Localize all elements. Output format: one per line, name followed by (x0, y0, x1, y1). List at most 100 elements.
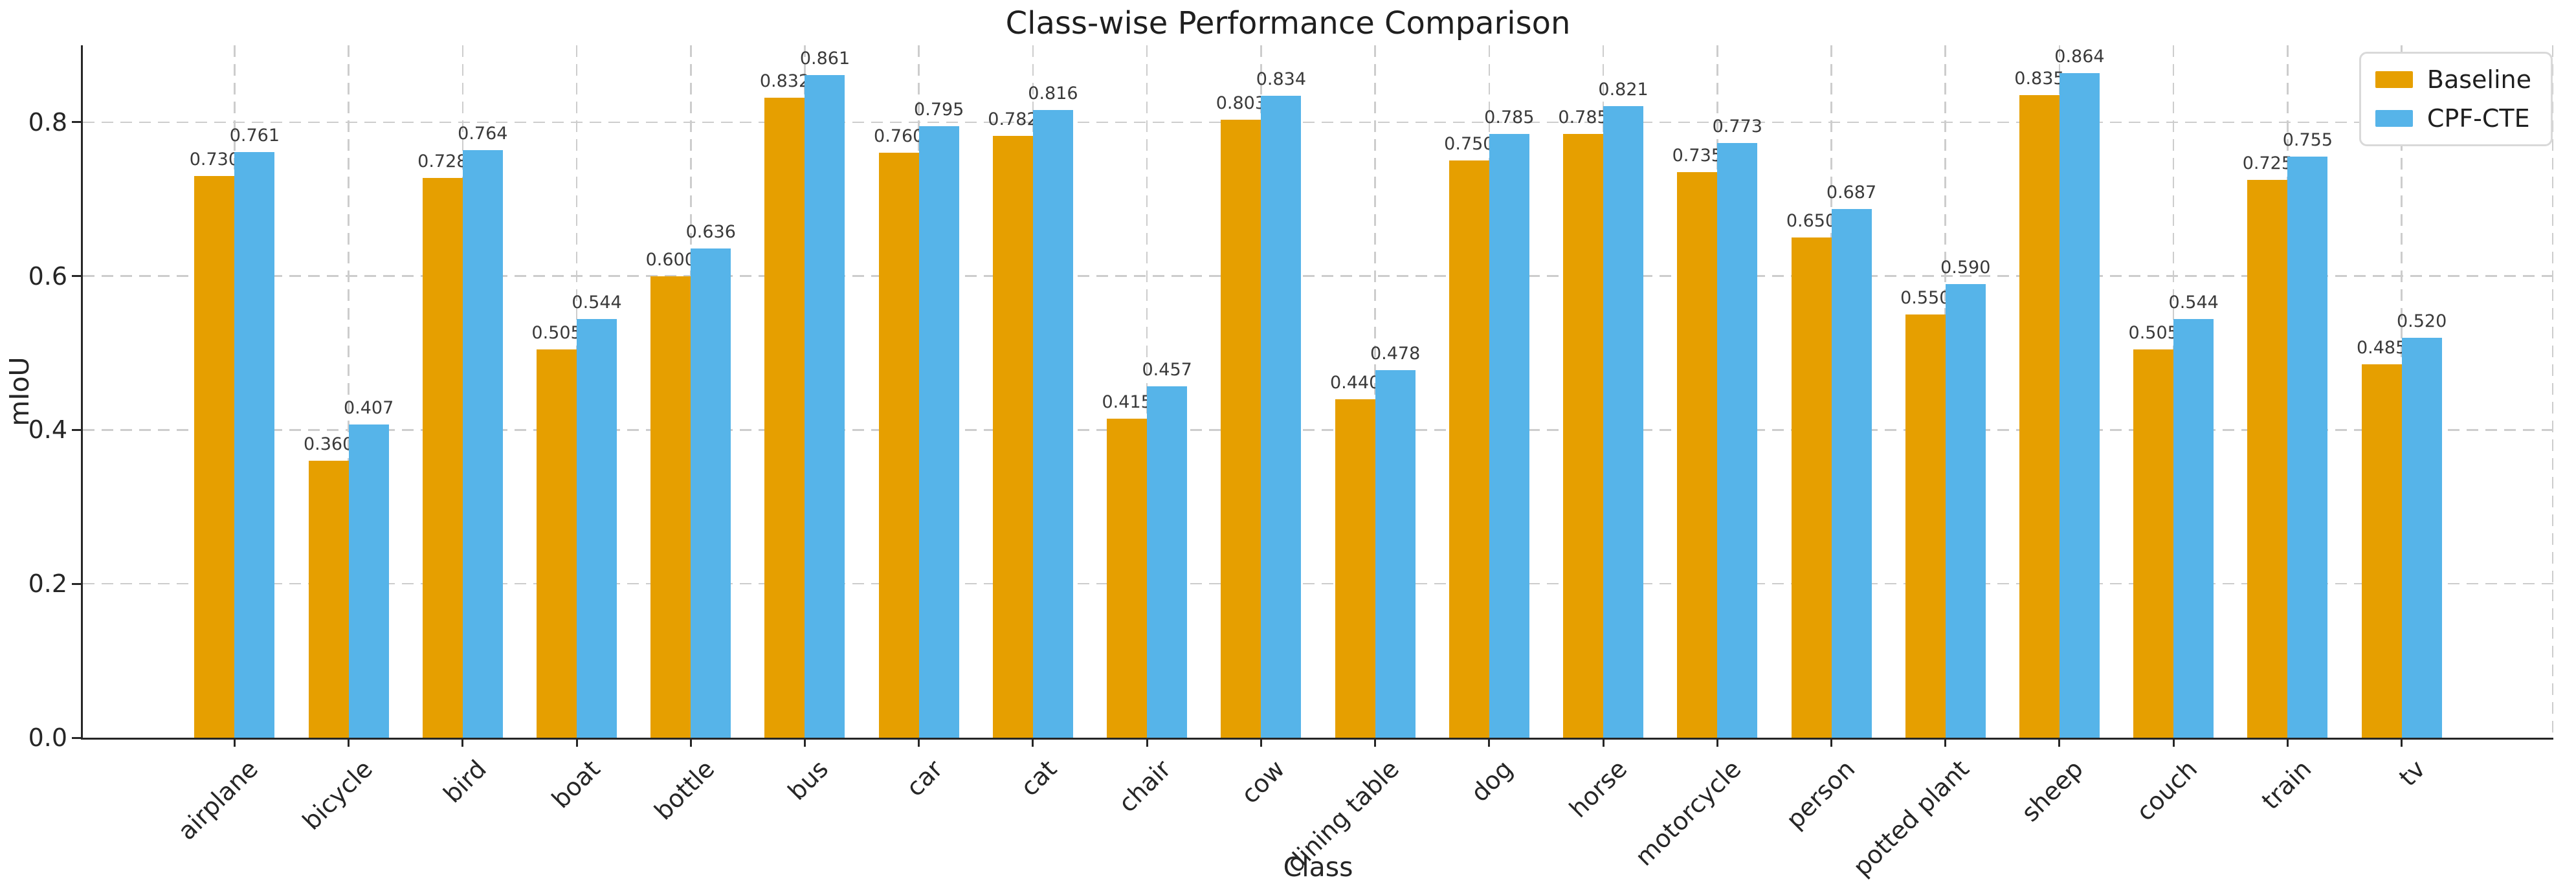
bar-cpf-cte-boat (577, 319, 617, 738)
bar-value-label: 0.803 (1216, 93, 1267, 114)
bar-baseline-sheep (2019, 95, 2060, 738)
legend-label-cpf-cte: CPF-CTE (2426, 104, 2530, 133)
bar-value-label: 0.782 (988, 109, 1038, 130)
y-tick-mark (72, 582, 81, 585)
y-tick-label: 0.6 (28, 261, 67, 291)
y-tick-label: 0.2 (28, 569, 67, 599)
bar-cpf-cte-motorcycle (1717, 143, 1758, 738)
y-tick-label: 0.4 (28, 415, 67, 445)
x-tick-mark (1716, 738, 1718, 747)
bar-value-label: 0.505 (531, 322, 582, 343)
x-tick-label-horse: horse (1563, 755, 1633, 824)
bar-value-label: 0.735 (1672, 146, 1722, 166)
x-tick-mark (2286, 738, 2289, 747)
bar-baseline-dog (1449, 160, 1489, 738)
bar-cpf-cte-bottle (691, 248, 731, 738)
legend: Baseline CPF-CTE (2359, 52, 2553, 146)
x-tick-label-car: car (900, 755, 948, 802)
bar-baseline-horse (1563, 133, 1604, 738)
x-tick-mark (803, 738, 806, 747)
bar-value-label: 0.750 (1444, 134, 1494, 155)
x-tick-mark (575, 738, 578, 747)
bar-cpf-cte-dining-table (1375, 369, 1416, 738)
bar-baseline-bicycle (308, 461, 349, 738)
y-tick-label: 0.8 (28, 107, 67, 137)
bar-value-label: 0.457 (1142, 359, 1192, 380)
bar-baseline-potted-plant (1905, 314, 1946, 738)
bar-value-label: 0.520 (2396, 311, 2447, 331)
bar-cpf-cte-cat (1032, 109, 1073, 738)
x-tick-label-couch: couch (2131, 755, 2203, 827)
bar-baseline-cat (992, 136, 1033, 738)
bar-value-label: 0.407 (343, 398, 394, 419)
bar-value-label: 0.730 (189, 149, 240, 170)
x-tick-label-bus: bus (783, 755, 834, 806)
x-tick-label-airplane: airplane (172, 755, 264, 846)
y-tick-label: 0.0 (28, 723, 67, 752)
bar-value-label: 0.773 (1712, 116, 1762, 137)
bar-value-label: 0.544 (2168, 292, 2219, 313)
bar-cpf-cte-horse (1603, 105, 1644, 738)
x-axis-spine (81, 738, 2553, 740)
x-tick-mark (918, 738, 920, 747)
x-tick-mark (2401, 738, 2403, 747)
bar-value-label: 0.687 (1826, 182, 1877, 203)
x-tick-mark (1602, 738, 1604, 747)
bar-value-label: 0.478 (1370, 343, 1421, 364)
bar-value-label: 0.600 (645, 249, 696, 270)
x-tick-mark (461, 738, 464, 747)
bar-value-label: 0.832 (759, 71, 810, 91)
bar-cpf-cte-bus (805, 75, 845, 738)
x-tick-label-bicycle: bicycle (296, 755, 378, 836)
x-tick-mark (233, 738, 236, 747)
y-tick-mark (72, 736, 81, 739)
x-tick-mark (1260, 738, 1262, 747)
x-tick-label-bird: bird (438, 755, 492, 809)
bar-baseline-car (878, 153, 919, 738)
x-axis-label: Class (1283, 852, 1353, 883)
bar-baseline-motorcycle (1677, 172, 1718, 738)
x-tick-label-boat: boat (546, 755, 606, 814)
bar-value-label: 0.821 (1598, 79, 1649, 100)
y-tick-mark (72, 121, 81, 124)
bar-baseline-train (2247, 180, 2288, 738)
vertical-gridline (2551, 45, 2553, 738)
bar-cpf-cte-chair (1147, 386, 1188, 738)
bar-baseline-cow (1221, 120, 1261, 738)
bar-baseline-bus (764, 97, 805, 738)
bar-value-label: 0.650 (1786, 211, 1837, 232)
bar-cpf-cte-bicycle (348, 424, 389, 738)
x-tick-label-cow: cow (1236, 755, 1291, 810)
x-tick-mark (2058, 738, 2061, 747)
bar-cpf-cte-car (918, 126, 959, 738)
x-tick-mark (1032, 738, 1034, 747)
bar-value-label: 0.636 (685, 221, 736, 242)
bar-cpf-cte-airplane (234, 152, 275, 738)
x-tick-label-sheep: sheep (2015, 755, 2089, 828)
bar-value-label: 0.764 (458, 123, 508, 144)
bar-value-label: 0.816 (1028, 83, 1078, 104)
bar-value-label: 0.835 (2014, 69, 2065, 89)
plot-area: 0.730 0.360 0.728 0.505 0.600 0.832 0.760 0.782… (72, 45, 2553, 747)
bar-baseline-airplane (194, 176, 235, 738)
legend-label-baseline: Baseline (2426, 65, 2531, 94)
bar-value-label: 0.864 (2054, 46, 2105, 67)
bar-cpf-cte-cow (1261, 96, 1302, 738)
bar-baseline-bottle (650, 276, 691, 738)
bar-baseline-couch (2133, 349, 2174, 738)
bar-value-label: 0.485 (2356, 338, 2407, 358)
bar-value-label: 0.725 (2242, 153, 2293, 174)
bar-value-label: 0.785 (1558, 107, 1608, 127)
horizontal-gridline (83, 582, 2553, 585)
bar-value-label: 0.785 (1484, 107, 1535, 127)
bar-baseline-tv (2361, 364, 2402, 738)
bar-baseline-person (1791, 237, 1832, 738)
x-tick-mark (1944, 738, 1947, 747)
bar-value-label: 0.834 (1256, 69, 1307, 90)
y-tick-mark (72, 275, 81, 278)
x-tick-label-person: person (1781, 755, 1861, 835)
bar-value-label: 0.415 (1102, 391, 1152, 412)
bar-value-label: 0.505 (2128, 322, 2179, 343)
x-tick-mark (1830, 738, 1832, 747)
